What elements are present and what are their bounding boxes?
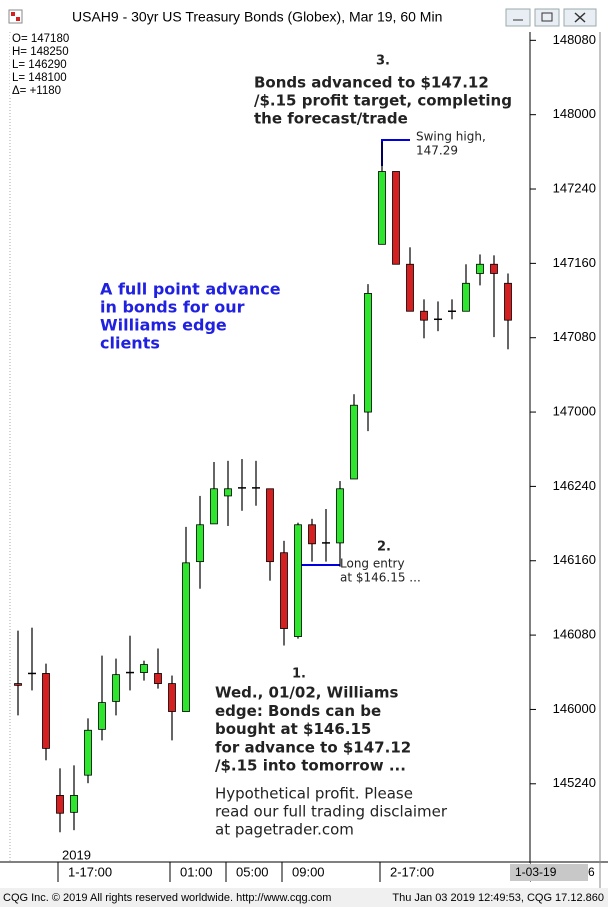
- annotation-line: for advance to $147.12: [215, 738, 411, 756]
- candle-body: [350, 404, 358, 480]
- info-line: L= 148100: [12, 72, 67, 84]
- candle-body: [154, 673, 162, 684]
- candle-body: [266, 488, 274, 563]
- status-bar: [0, 888, 608, 907]
- annotation-line: in bonds for our: [100, 298, 245, 317]
- annotation-line: clients: [100, 334, 160, 353]
- candle-body: [210, 488, 218, 525]
- candle-body: [406, 263, 414, 312]
- y-tick-label: 147080: [553, 329, 596, 344]
- maximize-button[interactable]: [534, 8, 560, 27]
- candle-body: [280, 552, 288, 629]
- x-tick-label: 2-17:00: [390, 864, 434, 879]
- candle-body: [336, 488, 344, 544]
- annotations: 3. Bonds advanced to $147.12/$.15 profit …: [100, 54, 512, 839]
- candle-body: [462, 282, 470, 312]
- annotation-line: 3.: [376, 54, 390, 69]
- close-icon: [574, 12, 586, 23]
- info-line: L= 146290: [12, 59, 67, 71]
- candle-body: [112, 674, 120, 702]
- price-axis: 145240 146000 146080 146160 146240 147000 1470…: [530, 32, 596, 790]
- candle-body: [392, 171, 400, 265]
- x-tick-label: 01:00: [180, 864, 213, 879]
- y-tick-label: 145240: [553, 775, 596, 790]
- minimize-button[interactable]: [505, 8, 531, 27]
- annotation-line: at pagetrader.com: [215, 821, 354, 839]
- info-line: H= 148250: [12, 46, 69, 58]
- candle-body: [196, 524, 204, 563]
- candle-body: [364, 293, 372, 413]
- x-tick-label: 1-17:00: [68, 864, 112, 879]
- annotation-line: Hypothetical profit. Please: [215, 785, 413, 803]
- annotation-line: A full point advance: [100, 280, 281, 299]
- x-tick-label: 09:00: [292, 864, 325, 879]
- annotation-line: the forecast/trade: [254, 110, 408, 128]
- info-line: Δ= +1180: [12, 85, 61, 97]
- candle-body: [378, 171, 386, 245]
- annotation-line: Swing high,: [416, 130, 486, 144]
- info-box: [10, 33, 85, 97]
- candle-body: [70, 794, 78, 813]
- page-number: 6: [588, 865, 595, 879]
- time-axis-labels: 1-17:00 01:00 05:00 09:00 2-17:00: [57, 862, 434, 882]
- app-icon: [8, 9, 23, 24]
- candle-body: [490, 263, 498, 274]
- time-axis: [0, 863, 530, 882]
- annotation-line: bought at $146.15: [215, 720, 371, 738]
- annotation-line: 1.: [292, 667, 306, 682]
- candle-body: [182, 562, 190, 712]
- date-box-text: 1-03-19: [515, 865, 557, 879]
- x-tick-label: 05:00: [236, 864, 269, 879]
- y-tick-label: 146160: [553, 552, 596, 567]
- candle-body: [56, 794, 64, 814]
- candle-body: [476, 263, 484, 274]
- annotation-line: Williams edge: [100, 316, 227, 335]
- annotation-line: edge: Bonds can be: [215, 702, 381, 720]
- window-buttons[interactable]: [505, 8, 597, 27]
- chart-area: [0, 32, 608, 888]
- y-tick-label: 146000: [553, 701, 596, 716]
- annotation-line: Wed., 01/02, Williams: [215, 684, 399, 702]
- candle-body: [504, 282, 512, 321]
- annotation-line: 147.29: [416, 144, 458, 158]
- candle-body: [98, 702, 106, 730]
- plot: [14, 141, 512, 833]
- candle-body: [224, 488, 232, 497]
- app-icon-part: [11, 12, 15, 16]
- y-tick-label: 146080: [553, 627, 596, 642]
- y-tick-label: 148080: [553, 32, 596, 47]
- annotation-line: at $146.15 ...: [340, 571, 421, 585]
- candle-body: [42, 673, 50, 749]
- y-tick-label: 146240: [553, 478, 596, 493]
- info-line: O= 147180: [12, 33, 69, 45]
- y-tick-label: 147160: [553, 255, 596, 270]
- window-title: USAH9 - 30yr US Treasury Bonds (Globex),…: [72, 9, 442, 25]
- annotation-line: read our full trading disclaimer: [215, 803, 448, 821]
- candle-body: [168, 683, 176, 712]
- annotation-line: 2.: [377, 540, 391, 555]
- candle-body: [140, 664, 148, 673]
- status-left: CQG Inc. © 2019 All rights reserved worl…: [3, 892, 331, 904]
- annotation-line: /$.15 into tomorrow ...: [215, 757, 406, 775]
- candle-body: [420, 310, 428, 321]
- candle-body: [84, 729, 92, 776]
- candle-body: [14, 683, 22, 686]
- app-icon-part: [16, 17, 20, 21]
- year-label: 2019: [62, 847, 91, 862]
- annotation-line: Bonds advanced to $147.12: [254, 74, 489, 92]
- candle-body: [294, 524, 302, 637]
- candle-body: [308, 524, 316, 545]
- annotation-line: Long entry: [340, 557, 405, 571]
- date-box: [510, 864, 588, 881]
- y-tick-label: 147240: [553, 180, 596, 195]
- maximize-icon: [541, 12, 553, 22]
- status-right: Thu Jan 03 2019 12:49:53, CQG 17.12.860: [392, 892, 604, 904]
- y-tick-label: 148000: [553, 106, 596, 121]
- annotation-line: /$.15 profit target, completing: [254, 92, 512, 110]
- y-tick-label: 147000: [553, 403, 596, 418]
